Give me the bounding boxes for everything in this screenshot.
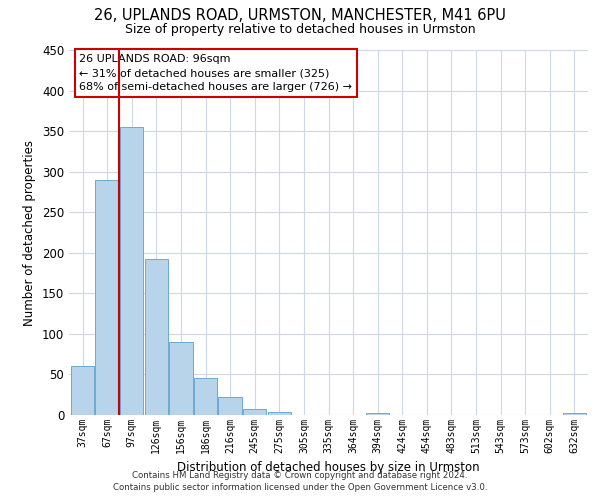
- Text: 26 UPLANDS ROAD: 96sqm
← 31% of detached houses are smaller (325)
68% of semi-de: 26 UPLANDS ROAD: 96sqm ← 31% of detached…: [79, 54, 352, 92]
- Y-axis label: Number of detached properties: Number of detached properties: [23, 140, 37, 326]
- Bar: [71, 366, 94, 415]
- Bar: [145, 260, 168, 415]
- Bar: [243, 408, 266, 415]
- Bar: [120, 127, 143, 415]
- X-axis label: Distribution of detached houses by size in Urmston: Distribution of detached houses by size …: [177, 462, 480, 474]
- Text: Contains HM Land Registry data © Crown copyright and database right 2024.
Contai: Contains HM Land Registry data © Crown c…: [113, 471, 487, 492]
- Bar: [169, 342, 193, 415]
- Bar: [218, 397, 242, 415]
- Bar: [268, 412, 291, 415]
- Text: 26, UPLANDS ROAD, URMSTON, MANCHESTER, M41 6PU: 26, UPLANDS ROAD, URMSTON, MANCHESTER, M…: [94, 8, 506, 22]
- Bar: [95, 180, 119, 415]
- Bar: [366, 414, 389, 415]
- Text: Size of property relative to detached houses in Urmston: Size of property relative to detached ho…: [125, 22, 475, 36]
- Bar: [194, 378, 217, 415]
- Bar: [563, 414, 586, 415]
